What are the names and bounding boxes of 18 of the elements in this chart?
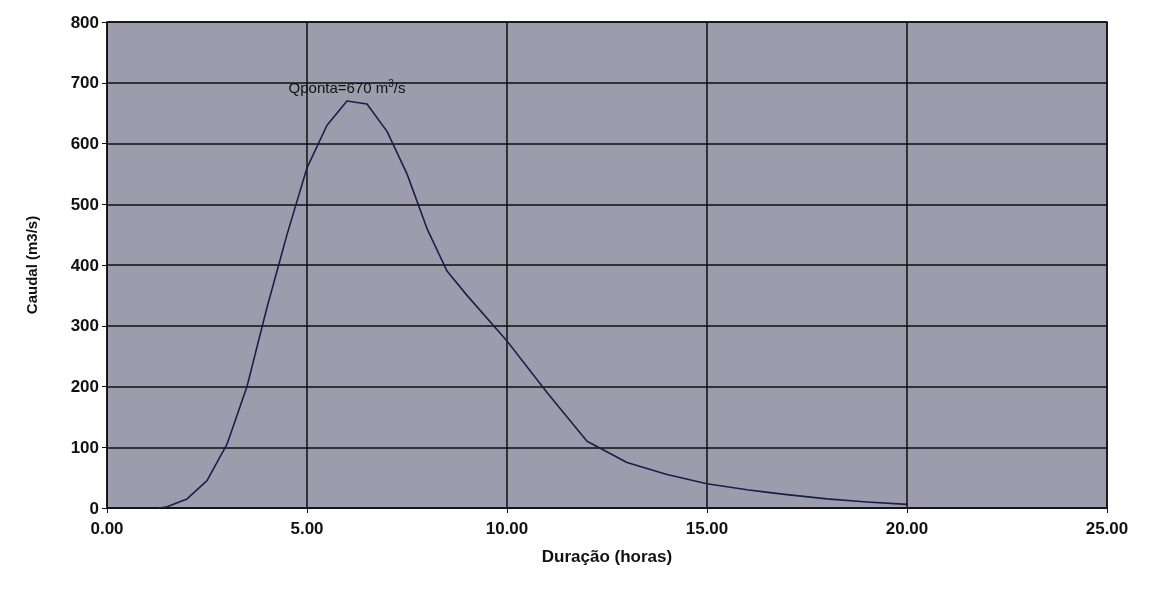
x-tick-label: 20.00 xyxy=(885,519,929,538)
y-tick-label: 700 xyxy=(70,73,99,93)
x-tick-label: 25.00 xyxy=(1085,519,1129,538)
y-tick-label: 400 xyxy=(70,255,99,275)
x-tick-label: 5.00 xyxy=(290,519,324,538)
y-tick-label: 0 xyxy=(89,498,99,518)
x-tick-label: 15.00 xyxy=(685,519,729,538)
y-tick-label: 200 xyxy=(70,377,99,396)
x-tick-label: 0.00 xyxy=(90,519,124,538)
y-tick-label: 300 xyxy=(70,316,99,336)
y-tick-label: 800 xyxy=(70,12,99,32)
y-axis-title: Caudal (m3/s) xyxy=(23,215,40,315)
y-tick-label: 500 xyxy=(70,194,99,214)
y-tick-label: 100 xyxy=(70,437,99,457)
x-axis-title: Duração (horas) xyxy=(541,547,673,566)
y-tick-label: 600 xyxy=(70,134,99,153)
x-tick-label: 10.00 xyxy=(485,519,529,538)
line-series xyxy=(158,100,908,509)
